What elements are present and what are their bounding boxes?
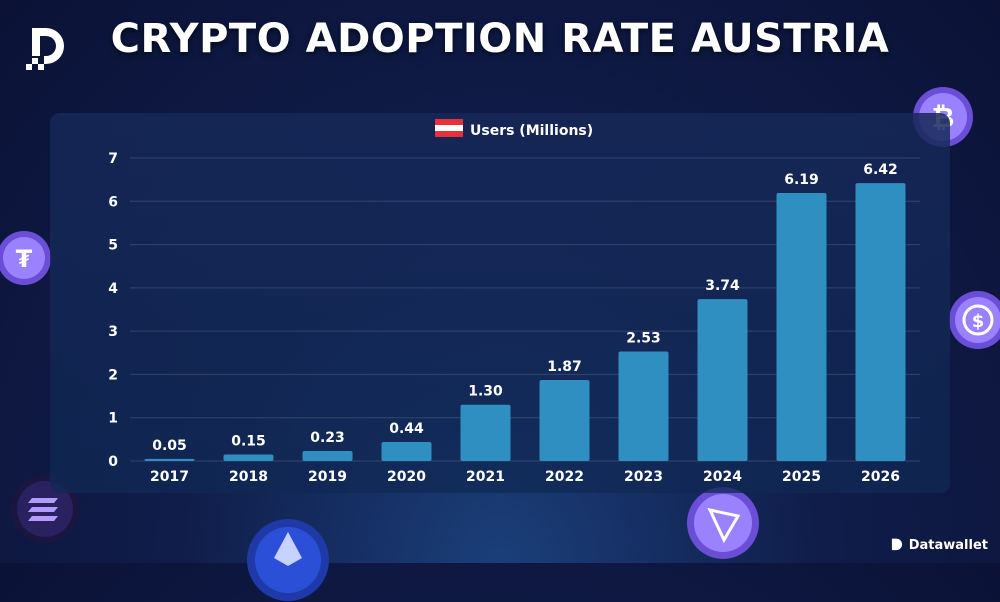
bar <box>539 380 590 461</box>
x-tick-label: 2019 <box>308 469 347 485</box>
data-label: 0.15 <box>231 434 266 450</box>
y-tick-label: 1 <box>108 411 118 427</box>
data-label: 1.87 <box>547 359 582 375</box>
bar-chart: Users (Millions) 0 1 2 3 4 5 6 7 2017 2018 2019 20… <box>108 119 920 485</box>
x-tick-label: 2023 <box>624 469 663 485</box>
data-label: 6.42 <box>863 162 898 178</box>
y-tick-label: 6 <box>108 194 118 210</box>
bar <box>460 404 511 461</box>
tether-coin-icon: ₮ <box>0 231 51 285</box>
y-tick-label: 7 <box>108 151 118 167</box>
data-label: 0.05 <box>152 438 187 454</box>
chart-panel: Users (Millions) 0 1 2 3 4 5 6 7 2017 2018 2019 20… <box>50 113 950 493</box>
data-label: 2.53 <box>626 330 661 346</box>
x-tick-label: 2026 <box>861 469 900 485</box>
data-label: 1.30 <box>468 384 503 400</box>
x-tick-label: 2018 <box>229 469 268 485</box>
brand-name: Datawallet <box>908 537 988 553</box>
bar <box>302 451 353 461</box>
y-tick-label: 2 <box>108 367 118 383</box>
page-title: CRYPTO ADOPTION RATE AUSTRIA <box>110 16 890 62</box>
y-tick-label: 5 <box>108 238 118 254</box>
data-label: 3.74 <box>705 278 740 294</box>
x-tick-label: 2021 <box>466 469 505 485</box>
data-label: 0.44 <box>389 421 424 437</box>
bar <box>618 351 669 461</box>
austria-flag-icon <box>435 119 463 137</box>
bar <box>776 193 827 461</box>
x-tick-label: 2024 <box>703 469 742 485</box>
bar <box>855 183 906 461</box>
data-label: 0.23 <box>310 430 345 446</box>
brand: Datawallet <box>890 537 988 553</box>
y-tick-label: 3 <box>108 324 118 340</box>
svg-text:$: $ <box>972 311 985 332</box>
bar <box>697 299 748 461</box>
ethereum-coin-icon <box>247 519 329 601</box>
x-tick-label: 2022 <box>545 469 584 485</box>
x-tick-label: 2017 <box>150 469 189 485</box>
datawallet-logo-icon <box>891 538 902 551</box>
bar <box>144 458 195 461</box>
bar <box>223 454 274 461</box>
datawallet-logo-icon <box>26 28 64 70</box>
y-tick-label: 4 <box>108 281 118 297</box>
data-label: 6.19 <box>784 172 819 188</box>
svg-text:₮: ₮ <box>16 245 33 273</box>
x-tick-label: 2025 <box>782 469 821 485</box>
legend: Users (Millions) <box>435 119 593 139</box>
x-tick-label: 2020 <box>387 469 426 485</box>
tron-coin-icon <box>687 487 759 559</box>
usd-coin-icon: $ <box>949 291 1000 349</box>
y-tick-label: 0 <box>108 454 118 470</box>
bar <box>381 441 432 461</box>
legend-label: Users (Millions) <box>470 123 593 139</box>
